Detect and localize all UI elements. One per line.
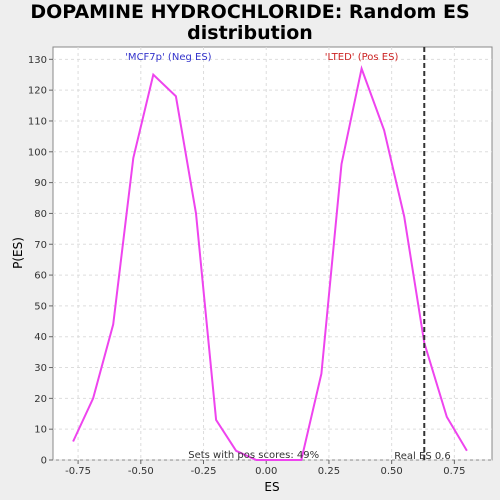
x-tick-label: -0.75 <box>65 466 91 477</box>
chart-title-line-2: distribution <box>187 22 313 44</box>
y-tick-label: 10 <box>34 425 47 436</box>
y-axis-ticks: 0 10 20 30 40 50 60 70 80 90 100 110 120 130 <box>28 55 53 467</box>
y-tick-label: 110 <box>28 116 47 127</box>
chart-title-line-1: DOPAMINE HYDROCHLORIDE: Random ES <box>30 1 470 23</box>
real-es-label: Real ES 0.6 <box>394 451 450 462</box>
x-axis-ticks: -0.75 -0.50 -0.25 0.00 0.25 0.50 0.75 <box>65 460 466 477</box>
x-axis-label: ES <box>264 480 279 494</box>
y-tick-label: 30 <box>34 363 47 374</box>
y-tick-label: 100 <box>28 147 47 158</box>
x-tick-label: 0.75 <box>443 466 465 477</box>
pos-scores-label: Sets with pos scores: 49% <box>188 450 319 461</box>
y-tick-label: 60 <box>34 271 47 282</box>
x-tick-label: 0.00 <box>255 466 277 477</box>
x-tick-label: -0.25 <box>191 466 217 477</box>
y-tick-label: 80 <box>34 209 47 220</box>
y-tick-label: 20 <box>34 394 47 405</box>
neg-es-label: 'MCF7p' (Neg ES) <box>125 52 211 63</box>
y-tick-label: 130 <box>28 55 47 66</box>
y-tick-label: 70 <box>34 240 47 251</box>
x-tick-label: 0.50 <box>381 466 403 477</box>
y-tick-label: 50 <box>34 301 47 312</box>
y-tick-label: 40 <box>34 332 47 343</box>
y-tick-label: 120 <box>28 86 47 97</box>
y-axis-label: P(ES) <box>11 237 25 269</box>
x-tick-label: -0.50 <box>128 466 154 477</box>
x-tick-label: 0.25 <box>318 466 340 477</box>
chart-title: DOPAMINE HYDROCHLORIDE: Random ES distri… <box>0 2 500 44</box>
y-tick-label: 0 <box>41 456 47 467</box>
series-line <box>72 64 468 461</box>
pos-es-label: 'LTED' (Pos ES) <box>325 52 399 63</box>
plot-area <box>52 46 493 461</box>
grid <box>53 47 492 461</box>
y-tick-label: 90 <box>34 178 47 189</box>
